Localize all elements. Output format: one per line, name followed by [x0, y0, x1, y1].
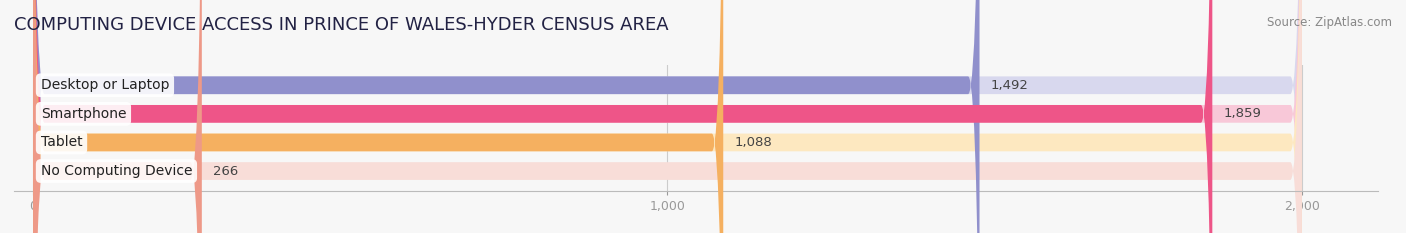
Text: 266: 266	[214, 164, 239, 178]
Text: No Computing Device: No Computing Device	[41, 164, 193, 178]
FancyBboxPatch shape	[34, 0, 1212, 233]
Text: Source: ZipAtlas.com: Source: ZipAtlas.com	[1267, 16, 1392, 29]
Text: 1,088: 1,088	[735, 136, 772, 149]
FancyBboxPatch shape	[34, 0, 1302, 233]
FancyBboxPatch shape	[34, 0, 1302, 233]
Text: Tablet: Tablet	[41, 135, 83, 149]
Text: COMPUTING DEVICE ACCESS IN PRINCE OF WALES-HYDER CENSUS AREA: COMPUTING DEVICE ACCESS IN PRINCE OF WAL…	[14, 16, 669, 34]
FancyBboxPatch shape	[34, 0, 980, 233]
Text: Desktop or Laptop: Desktop or Laptop	[41, 78, 169, 92]
FancyBboxPatch shape	[34, 0, 202, 233]
Text: 1,492: 1,492	[991, 79, 1029, 92]
FancyBboxPatch shape	[34, 0, 1302, 233]
Text: Smartphone: Smartphone	[41, 107, 127, 121]
FancyBboxPatch shape	[34, 0, 1302, 233]
FancyBboxPatch shape	[34, 0, 723, 233]
Text: 1,859: 1,859	[1223, 107, 1261, 120]
